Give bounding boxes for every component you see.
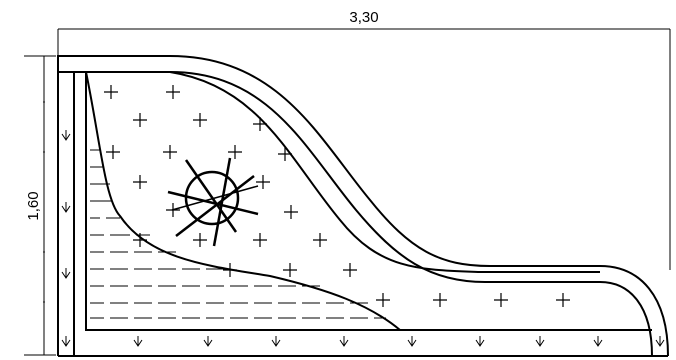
tree-symbol [167,157,259,247]
width-dimension: 3,30 [57,9,671,270]
outer-wall [57,55,669,357]
bed-boundaries [85,71,652,331]
height-label: 1,60 [25,191,42,220]
ground-marks [61,130,665,347]
height-dimension: 1,60 [24,55,56,356]
paving-hatch [90,149,386,319]
plant-marks [104,85,570,307]
width-label: 3,30 [349,9,378,26]
